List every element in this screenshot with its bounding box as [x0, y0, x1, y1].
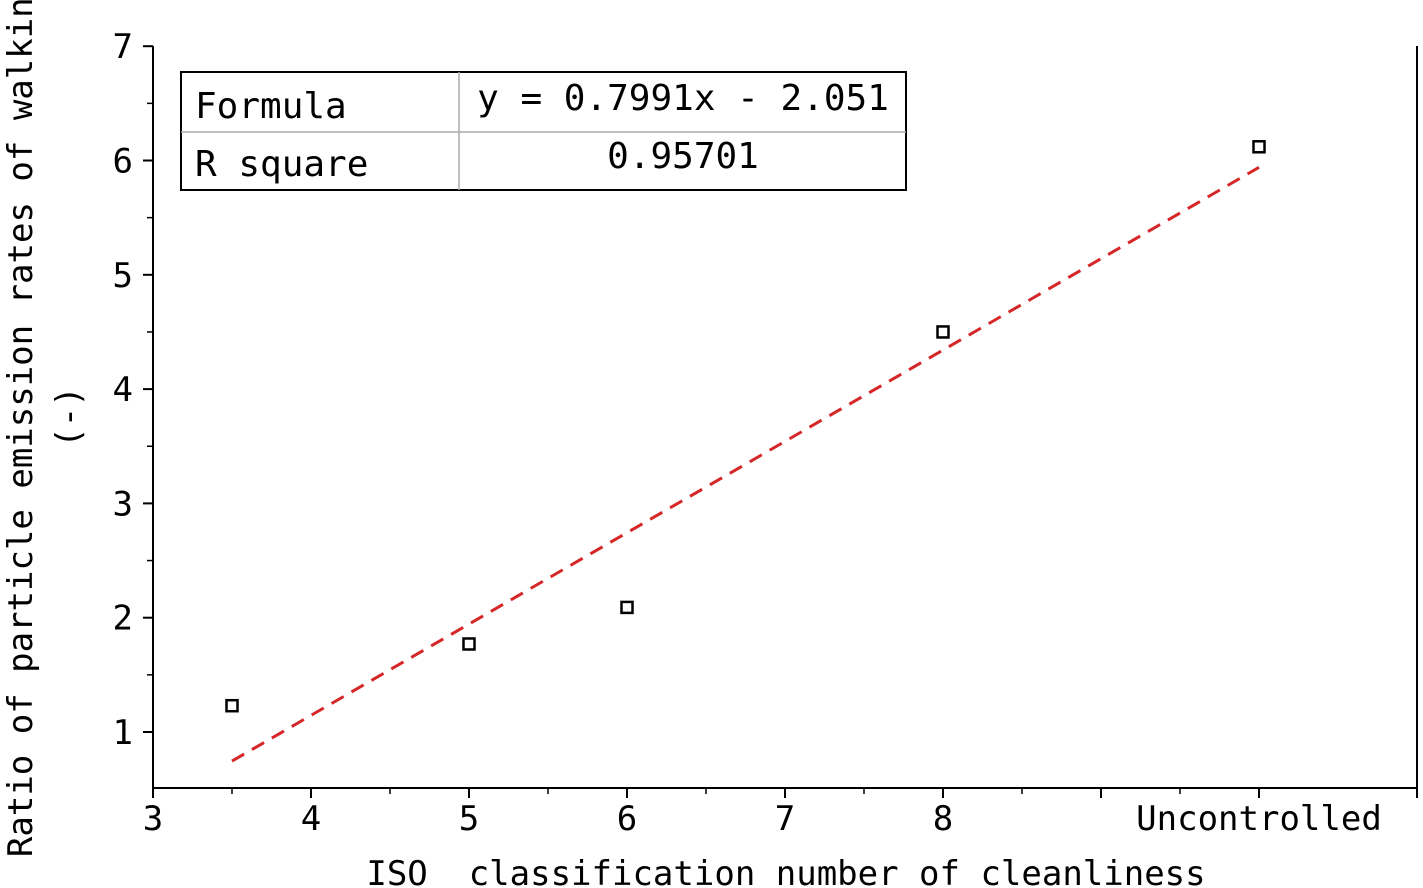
data-point — [620, 600, 634, 615]
x-tick-label: 4 — [301, 799, 321, 839]
ticks: 1 2 3 4 5 6 7 3 4 5 6 7 8 Uncontrolled — [113, 27, 1418, 839]
x-tick-label: 5 — [459, 799, 479, 839]
x-tick-label: 6 — [617, 799, 637, 839]
y-axis-title: Ratio of particle emission rates of walk… — [1, 0, 41, 857]
stats-row-rsquare-value: 0.95701 — [607, 136, 759, 177]
fit-line — [231, 166, 1260, 763]
y-tick-label: 4 — [113, 370, 133, 410]
y-tick-label: 5 — [113, 256, 133, 296]
x-tick-label: 3 — [143, 799, 163, 839]
y-tick-label: 2 — [113, 599, 133, 639]
y-tick-label: 7 — [113, 27, 133, 67]
y-axis-title-unit: (-) — [49, 386, 89, 447]
stats-table-border — [180, 71, 907, 191]
y-tick-label: 3 — [113, 484, 133, 524]
y-tick-label: 6 — [113, 142, 133, 182]
x-tick-label: Uncontrolled — [1136, 799, 1382, 839]
stats-row-formula-label: Formula — [195, 86, 347, 127]
data-point — [225, 698, 239, 713]
data-point — [462, 637, 476, 651]
x-tick-label: 8 — [933, 799, 953, 839]
stats-row-formula-value: y = 0.7991x - 2.051 — [477, 78, 889, 119]
x-axis-title: ISO classification number of cleanliness — [366, 854, 1205, 888]
y-tick-label: 1 — [113, 713, 133, 753]
x-tick-label: 7 — [775, 799, 795, 839]
data-point — [936, 325, 950, 339]
data-points — [225, 140, 1266, 713]
fit-line-group — [231, 166, 1260, 763]
data-point — [1252, 140, 1266, 154]
stats-row-rsquare-label: R square — [195, 144, 368, 185]
stats-table: Formula y = 0.7991x - 2.051 R square 0.9… — [180, 71, 907, 191]
